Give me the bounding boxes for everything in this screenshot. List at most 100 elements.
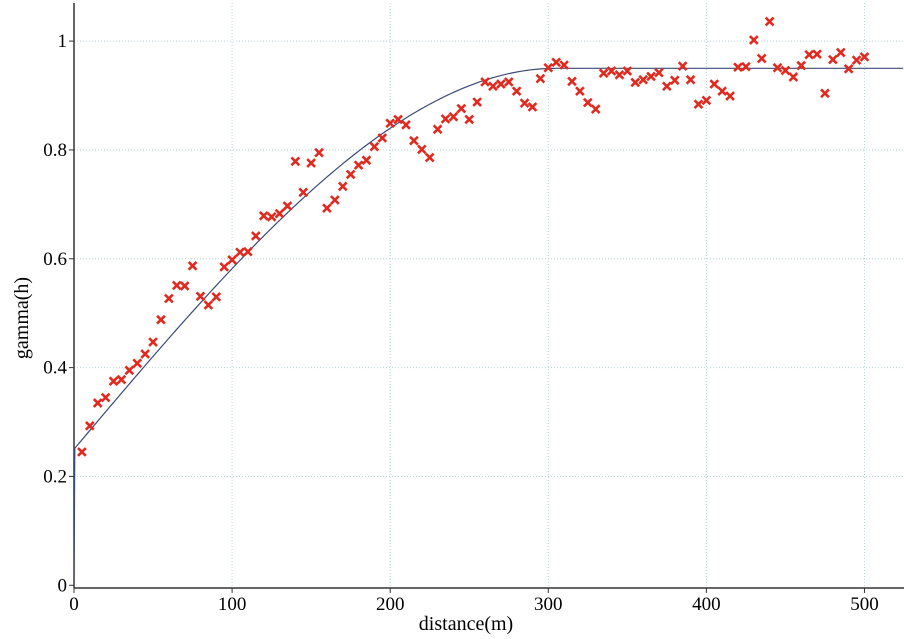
data-point-91 — [796, 60, 807, 71]
data-point-40 — [393, 114, 403, 125]
data-point-22 — [250, 231, 261, 241]
data-point-59 — [543, 62, 554, 73]
data-point-18 — [219, 262, 230, 272]
data-point-50 — [472, 97, 482, 107]
data-point-14 — [187, 261, 198, 271]
data-point-89 — [780, 65, 791, 76]
x-tick-label-4: 400 — [692, 594, 721, 615]
data-point-96 — [835, 47, 846, 58]
data-point-97 — [843, 64, 854, 74]
data-point-51 — [480, 77, 490, 87]
data-point-37 — [369, 141, 380, 152]
data-point-39 — [385, 118, 396, 129]
data-point-63 — [575, 86, 585, 96]
data-point-80 — [709, 79, 720, 89]
data-point-55 — [511, 86, 522, 96]
data-point-49 — [464, 114, 475, 125]
data-point-61 — [559, 60, 569, 70]
y-axis-title: gamma(h) — [11, 277, 33, 359]
data-point-35 — [353, 160, 364, 171]
data-point-58 — [535, 73, 546, 84]
data-point-99 — [859, 52, 870, 62]
data-point-36 — [361, 155, 372, 166]
data-point-66 — [598, 68, 609, 79]
data-point-17 — [211, 292, 222, 302]
data-point-12 — [171, 280, 182, 291]
data-point-82 — [725, 91, 735, 101]
data-point-24 — [266, 212, 277, 222]
data-point-11 — [164, 293, 174, 304]
data-point-1 — [84, 420, 95, 431]
data-point-54 — [503, 77, 514, 87]
data-point-64 — [582, 97, 593, 108]
data-point-29 — [306, 158, 316, 168]
data-point-52 — [488, 81, 498, 92]
data-point-98 — [851, 55, 862, 65]
data-point-53 — [496, 79, 506, 89]
data-point-5 — [116, 374, 127, 385]
data-point-32 — [330, 195, 340, 205]
x-tick-label-3: 300 — [534, 594, 563, 615]
data-point-47 — [448, 111, 459, 122]
data-point-19 — [227, 255, 237, 265]
y-tick-label-5: 1 — [58, 31, 68, 52]
data-point-71 — [638, 74, 648, 85]
data-point-67 — [606, 66, 617, 76]
data-point-4 — [108, 376, 119, 387]
data-point-38 — [377, 133, 388, 143]
x-tick-label-2: 200 — [376, 594, 405, 615]
data-point-93 — [812, 49, 822, 59]
data-point-41 — [401, 120, 411, 130]
data-point-88 — [772, 62, 783, 73]
data-point-6 — [124, 365, 135, 376]
data-point-72 — [646, 71, 656, 82]
data-point-34 — [345, 169, 356, 180]
y-tick-label-0: 0 — [58, 575, 68, 596]
x-axis-title: distance(m) — [419, 613, 513, 635]
data-point-33 — [337, 181, 348, 192]
x-tick-label-1: 100 — [218, 594, 247, 615]
data-point-78 — [693, 99, 704, 110]
data-point-84 — [741, 61, 751, 72]
data-point-75 — [669, 75, 680, 86]
data-point-94 — [820, 88, 830, 99]
data-point-27 — [290, 156, 301, 167]
data-point-79 — [701, 95, 712, 106]
data-point-48 — [456, 103, 467, 114]
model-curve-line — [73, 67, 904, 586]
data-point-28 — [298, 187, 309, 198]
x-tick-label-5: 500 — [850, 594, 879, 615]
data-point-85 — [748, 35, 759, 45]
data-point-16 — [203, 300, 214, 310]
data-point-7 — [132, 358, 143, 369]
data-point-42 — [409, 135, 419, 146]
data-point-87 — [764, 16, 775, 27]
data-point-2 — [92, 398, 103, 408]
grid — [74, 3, 904, 588]
data-point-74 — [662, 81, 672, 92]
data-point-62 — [567, 76, 577, 87]
data-point-90 — [788, 72, 799, 82]
data-point-57 — [527, 102, 538, 112]
data-point-20 — [235, 247, 245, 258]
data-point-44 — [424, 152, 435, 163]
y-tick-label-2: 0.4 — [43, 358, 67, 379]
y-tick-label-3: 0.6 — [43, 249, 67, 270]
data-point-13 — [179, 281, 190, 291]
data-point-81 — [717, 86, 728, 96]
data-point-77 — [685, 74, 696, 85]
data-point-43 — [416, 144, 427, 155]
data-point-0 — [77, 447, 87, 457]
data-point-46 — [440, 114, 451, 124]
data-point-3 — [100, 392, 111, 403]
data-point-26 — [282, 201, 293, 211]
data-point-23 — [258, 210, 269, 221]
data-point-9 — [148, 337, 158, 347]
data-point-60 — [551, 57, 562, 68]
data-point-21 — [243, 246, 253, 257]
data-point-10 — [156, 314, 166, 325]
data-point-69 — [622, 66, 633, 76]
data-point-86 — [756, 53, 767, 64]
data-point-95 — [828, 54, 838, 65]
